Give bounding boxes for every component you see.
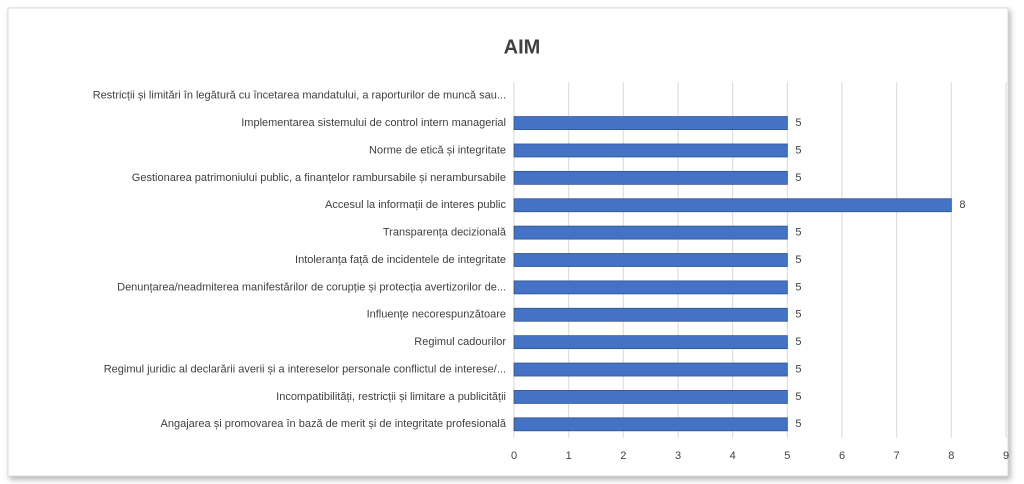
bar xyxy=(513,253,788,267)
y-tick-label: Norme de etică și integritate xyxy=(369,144,506,156)
bar xyxy=(513,307,788,322)
data-label: 5 xyxy=(795,172,801,184)
chart-frame xyxy=(7,7,1009,477)
x-tick-label: 5 xyxy=(784,450,790,462)
y-tick-label: Incompatibilități, restricții și limitar… xyxy=(276,391,506,403)
data-label: 5 xyxy=(795,117,801,129)
y-tick-label: Transparența decizională xyxy=(383,227,507,239)
y-tick-label: Angajarea și promovarea în bază de merit… xyxy=(161,418,507,430)
bar xyxy=(513,170,788,185)
y-tick-label: Intoleranța față de incidentele de integ… xyxy=(295,254,506,266)
y-tick-label: Denunțarea/neadmiterea manifestărilor de… xyxy=(117,281,506,293)
bar xyxy=(513,225,788,240)
y-tick-label: Gestionarea patrimoniului public, a fina… xyxy=(132,172,506,184)
x-tick-label: 8 xyxy=(948,450,954,462)
data-label: 5 xyxy=(795,254,801,266)
data-label: 5 xyxy=(795,391,801,403)
bar xyxy=(513,198,952,213)
x-tick-label: 1 xyxy=(566,450,572,462)
y-tick-label: Regimul cadourilor xyxy=(414,336,506,348)
data-label: 8 xyxy=(959,199,965,211)
bar xyxy=(513,280,788,295)
x-tick-label: 6 xyxy=(839,450,845,462)
bar xyxy=(513,116,788,130)
data-label: 5 xyxy=(795,144,801,156)
x-tick-label: 7 xyxy=(894,450,900,462)
data-label: 5 xyxy=(795,309,801,321)
data-label: 5 xyxy=(795,418,801,430)
data-label: 5 xyxy=(795,363,801,375)
x-tick-label: 4 xyxy=(730,450,736,462)
data-label: 5 xyxy=(795,336,801,348)
data-label: 5 xyxy=(795,281,801,293)
y-tick-label: Implementarea sistemului de control inte… xyxy=(241,117,506,129)
bar xyxy=(513,390,788,404)
bar xyxy=(513,335,788,350)
x-tick-label: 3 xyxy=(675,450,681,462)
x-tick-label: 0 xyxy=(511,450,517,462)
y-tick-label: Regimul juridic al declarării averii și … xyxy=(104,363,506,375)
bar xyxy=(513,143,788,158)
y-tick-label: Accesul la informații de interes public xyxy=(325,199,506,211)
x-tick-label: 9 xyxy=(1003,450,1009,462)
y-tick-label: Restricții și limitări în legătură cu în… xyxy=(93,90,506,102)
y-tick-label: Influențe necorespunzătoare xyxy=(367,309,506,321)
data-label: 5 xyxy=(795,227,801,239)
chart-title: AIM xyxy=(504,36,541,58)
x-tick-label: 2 xyxy=(620,450,626,462)
bar xyxy=(513,417,788,432)
bar xyxy=(513,362,788,377)
